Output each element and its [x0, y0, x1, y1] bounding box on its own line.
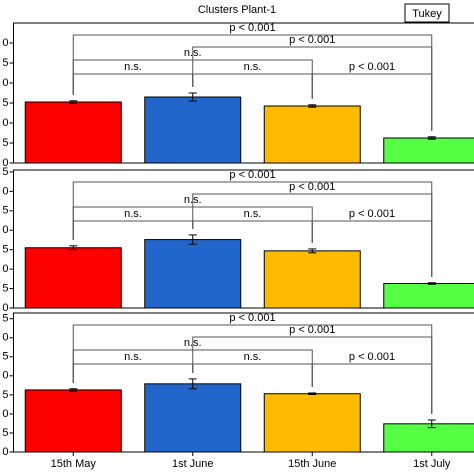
annotation: p < 0.001: [349, 61, 395, 73]
annotation: n.s.: [124, 351, 142, 363]
bracket: [72, 73, 194, 95]
annotation: n.s.: [124, 208, 142, 220]
legend-label: Tukey: [412, 8, 442, 20]
annotation: p < 0.001: [229, 169, 275, 181]
annotation: p < 0.001: [229, 22, 275, 34]
y-tick-label: 5: [2, 137, 8, 149]
bar: [144, 239, 242, 309]
annotation: n.s.: [184, 194, 202, 206]
y-tick-label: 0: [2, 77, 8, 89]
bar: [24, 101, 122, 164]
plot-frame: [13, 169, 474, 309]
bar: [263, 393, 361, 453]
bar: [24, 389, 122, 453]
y-tick-label: 0: [2, 185, 8, 197]
x-tick-label: 15th May: [51, 458, 97, 470]
y-tick-label: 5: [2, 313, 8, 325]
y-tick-label: 0: [2, 157, 8, 169]
annotation: p < 0.001: [349, 208, 395, 220]
y-tick-label: 0: [2, 302, 8, 314]
annotation: n.s.: [244, 208, 262, 220]
annotation: p < 0.001: [229, 312, 275, 324]
legend-box: [404, 3, 450, 23]
annotation: p < 0.001: [349, 351, 395, 363]
y-tick-label: 5: [2, 282, 8, 294]
bar: [144, 96, 242, 164]
bracket: [311, 220, 433, 277]
bracket: [72, 181, 433, 277]
bar: [144, 383, 242, 453]
x-tick-label: 1st June: [172, 458, 214, 470]
annotation: n.s.: [184, 47, 202, 59]
bracket: [72, 363, 194, 383]
y-tick-label: 5: [2, 427, 8, 439]
y-tick-label: 0: [2, 370, 8, 382]
y-tick-label: 5: [2, 389, 8, 401]
bar: [383, 283, 474, 309]
y-tick-label: 5: [2, 166, 8, 178]
bracket: [311, 73, 433, 131]
annotation: n.s.: [244, 61, 262, 73]
bar: [24, 247, 122, 309]
bar: [383, 137, 474, 164]
bracket: [72, 324, 433, 415]
annotation: p < 0.001: [289, 34, 335, 46]
y-tick-label: 0: [2, 446, 8, 458]
annotation: n.s.: [184, 337, 202, 349]
annotation: n.s.: [244, 351, 262, 363]
y-tick-label: 5: [2, 244, 8, 256]
bar: [263, 250, 361, 309]
bracket: [72, 34, 433, 131]
y-tick-label: 5: [2, 97, 8, 109]
annotation: p < 0.001: [289, 181, 335, 193]
annotation: n.s.: [124, 61, 142, 73]
y-tick-label: 0: [2, 117, 8, 129]
y-tick-label: 5: [2, 205, 8, 217]
annotation: p < 0.001: [289, 324, 335, 336]
plot-frame: [13, 22, 474, 164]
x-tick-label: 15th June: [288, 458, 336, 470]
bar: [263, 105, 361, 164]
bar: [383, 423, 474, 453]
chart-title: Clusters Plant-1: [198, 4, 276, 16]
y-tick-label: 5: [2, 57, 8, 69]
y-tick-label: 0: [2, 332, 8, 344]
bracket: [192, 73, 313, 99]
plot-frame: [13, 312, 474, 453]
y-tick-label: 5: [2, 351, 8, 363]
bracket: [311, 363, 433, 415]
y-tick-label: 0: [2, 224, 8, 236]
y-tick-label: 0: [2, 263, 8, 275]
y-tick-label: 0: [2, 37, 8, 49]
x-tick-label: 1st July: [413, 458, 451, 470]
bracket: [72, 220, 194, 240]
y-tick-label: 0: [2, 408, 8, 420]
